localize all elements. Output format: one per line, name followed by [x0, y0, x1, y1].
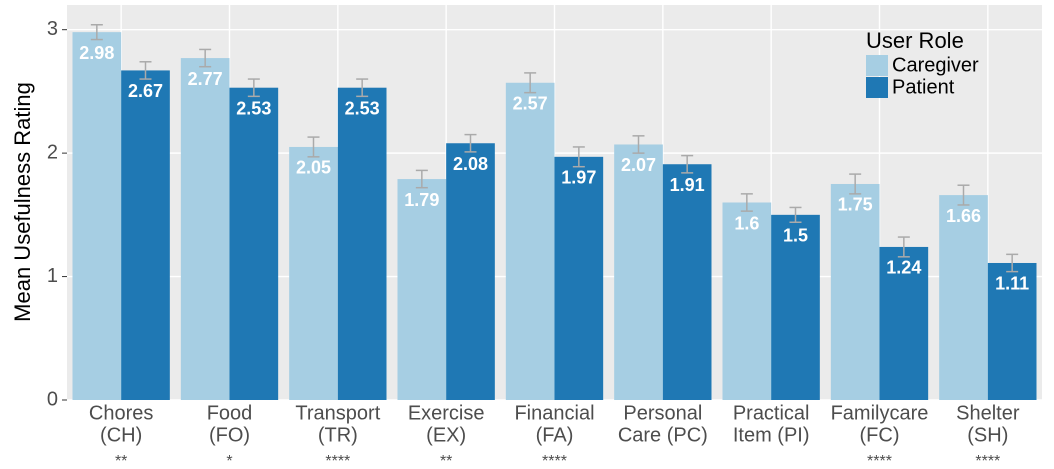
bar	[229, 87, 279, 400]
significance: ****	[325, 453, 350, 469]
value-label: 1.75	[838, 195, 873, 215]
bar	[987, 262, 1037, 400]
value-label: 2.77	[188, 69, 223, 89]
error-bar	[524, 72, 537, 94]
x-tick-label: Transport	[295, 402, 380, 424]
x-tick-label: (TR)	[318, 424, 358, 446]
y-tick-label: 3	[47, 18, 58, 40]
bar	[614, 144, 663, 400]
x-tick-label: Exercise	[408, 402, 485, 424]
significance: **	[440, 453, 452, 469]
bar	[446, 143, 495, 400]
value-label: 2.07	[621, 155, 656, 175]
error-bar	[897, 236, 910, 258]
value-label: 2.53	[236, 98, 271, 118]
bar	[180, 58, 230, 400]
error-bar	[247, 78, 260, 98]
error-bar	[849, 173, 862, 195]
error-bar	[199, 48, 212, 68]
bar	[879, 246, 929, 400]
legend-label: Patient	[892, 76, 955, 98]
bar	[505, 82, 555, 400]
x-tick-label: Financial	[514, 402, 594, 424]
y-tick-label: 1	[47, 265, 58, 287]
significance: ****	[867, 453, 892, 469]
bar	[337, 87, 387, 400]
x-tick-label: Familycare	[831, 402, 929, 424]
y-tick-label: 0	[47, 388, 58, 410]
error-bar	[681, 154, 694, 174]
error-bar	[572, 146, 585, 168]
bar	[121, 70, 170, 400]
value-label: 2.05	[296, 158, 331, 178]
legend-label: Caregiver	[892, 54, 979, 76]
y-tick-label: 2	[47, 141, 58, 163]
error-bar	[415, 169, 428, 189]
x-tick-label: Chores	[89, 402, 153, 424]
value-label: 1.97	[561, 168, 596, 188]
bar	[722, 202, 772, 400]
error-bar	[356, 78, 369, 98]
error-bar	[90, 24, 103, 41]
error-bar	[789, 206, 802, 223]
error-bar	[1006, 253, 1019, 273]
significance: ****	[975, 453, 1000, 469]
value-label: 1.11	[995, 274, 1029, 294]
legend-title: User Role	[866, 28, 964, 53]
x-tick-label: Item (PI)	[733, 424, 810, 446]
value-label: 1.79	[404, 190, 439, 210]
x-tick-label: (EX)	[426, 424, 466, 446]
bar	[939, 195, 988, 400]
x-tick-label: (FC)	[860, 424, 900, 446]
bar	[72, 32, 122, 400]
value-label: 2.98	[79, 43, 114, 63]
x-tick-label: Practical	[733, 402, 810, 424]
x-tick-label: Care (PC)	[618, 424, 708, 446]
bar	[830, 183, 880, 400]
error-bar	[740, 193, 753, 212]
error-bar	[307, 136, 320, 158]
error-bar	[139, 61, 152, 80]
bar	[289, 146, 338, 400]
bar	[662, 164, 712, 400]
x-tick-label: (FA)	[536, 424, 574, 446]
x-tick-label: Shelter	[956, 402, 1020, 424]
value-label: 1.91	[670, 175, 705, 195]
significance: **	[115, 453, 127, 469]
value-label: 2.57	[513, 94, 548, 114]
value-label: 1.5	[783, 226, 808, 246]
value-label: 1.66	[946, 206, 981, 226]
error-bar	[464, 133, 477, 153]
x-tick-label: (FO)	[209, 424, 250, 446]
x-tick-label: Food	[207, 402, 253, 424]
bar	[771, 214, 820, 400]
significance: ****	[542, 453, 567, 469]
error-bar	[957, 184, 970, 206]
value-label: 2.53	[345, 98, 380, 118]
value-label: 2.08	[453, 154, 488, 174]
significance: *	[226, 453, 232, 469]
value-label: 1.24	[886, 258, 921, 278]
x-tick-label: (CH)	[100, 424, 142, 446]
x-tick-label: (SH)	[967, 424, 1008, 446]
legend-swatch	[866, 77, 888, 98]
error-bar	[632, 135, 645, 154]
bar	[397, 179, 447, 400]
bar	[554, 156, 604, 400]
value-label: 2.67	[128, 81, 163, 101]
legend-swatch	[866, 55, 888, 76]
y-axis-label: Mean Usefulness Rating	[10, 82, 35, 322]
x-tick-label: Personal	[623, 402, 702, 424]
value-label: 1.6	[734, 213, 759, 233]
